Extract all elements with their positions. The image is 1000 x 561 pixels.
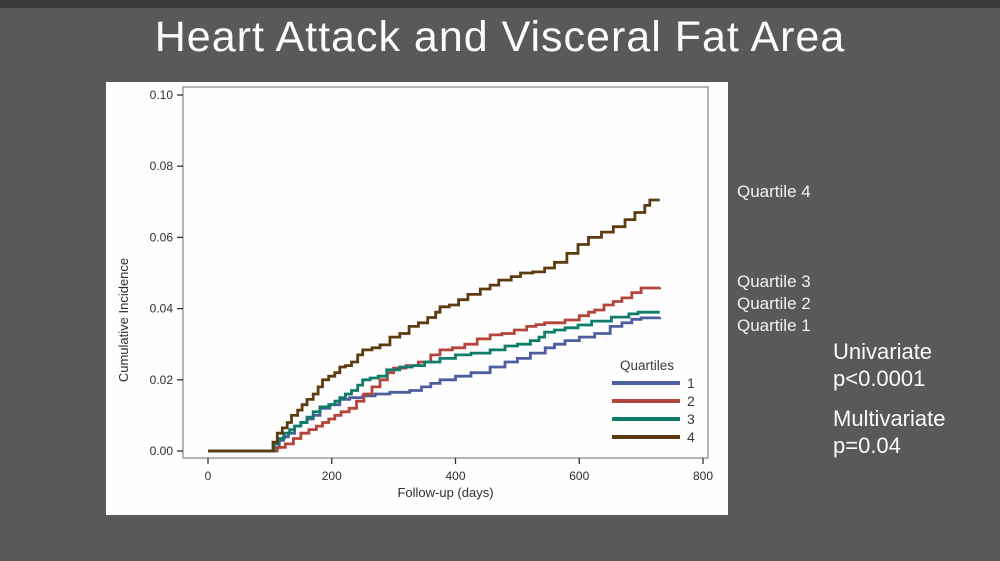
y-tick-label: 0.04: [150, 302, 174, 316]
curve-label-quartile-4: Quartile 4: [737, 182, 811, 201]
series-line-quartile-3: [208, 310, 660, 453]
curve-label-quartile-1: Quartile 1: [737, 316, 811, 335]
x-tick-label: 800: [693, 469, 713, 483]
x-tick-label: 0: [205, 469, 212, 483]
x-tick-label: 400: [445, 469, 465, 483]
x-tick-label: 200: [322, 469, 342, 483]
y-tick-label: 0.00: [150, 444, 174, 458]
plot-frame: [182, 86, 709, 459]
stat-multivariate-pvalue: p=0.04: [833, 433, 901, 458]
y-tick-label: 0.02: [150, 373, 174, 387]
stat-univariate: Univariate p<0.0001: [833, 338, 932, 392]
chart-panel: 0.00 0.02 0.04 0.06 0.08 0.10 0 200 400 600 800 Fol…: [106, 82, 728, 515]
stat-multivariate-name: Multivariate: [833, 406, 946, 431]
stat-univariate-pvalue: p<0.0001: [833, 366, 926, 391]
y-tick-label: 0.10: [150, 88, 174, 102]
x-axis-title: Follow-up (days): [397, 485, 493, 500]
slide-title: Heart Attack and Visceral Fat Area: [154, 13, 846, 61]
series-line-quartile-2: [208, 286, 662, 453]
curve-label-quartile-2: Quartile 2: [737, 294, 811, 313]
legend-label-quartile-1: 1: [687, 375, 695, 391]
legend-label-quartile-2: 2: [687, 393, 695, 409]
curve-label-quartile-3: Quartile 3: [737, 272, 811, 291]
legend-label-quartile-4: 4: [687, 429, 695, 445]
series-line-quartile-1: [208, 316, 662, 453]
stat-multivariate: Multivariate p=0.04: [833, 405, 945, 459]
x-tick-label: 600: [569, 469, 589, 483]
y-axis-title: Cumulative Incidence: [116, 258, 131, 382]
legend-label-quartile-3: 3: [687, 411, 695, 427]
y-tick-label: 0.06: [150, 230, 174, 244]
slide-top-edge: [0, 0, 1000, 8]
legend-title: Quartiles: [620, 358, 674, 373]
series-line-quartile-4: [208, 198, 660, 453]
stat-univariate-name: Univariate: [833, 339, 933, 364]
y-tick-label: 0.08: [150, 159, 174, 173]
incidence-chart: 0.00 0.02 0.04 0.06 0.08 0.10 0 200 400 600 800 Fol…: [116, 86, 713, 500]
